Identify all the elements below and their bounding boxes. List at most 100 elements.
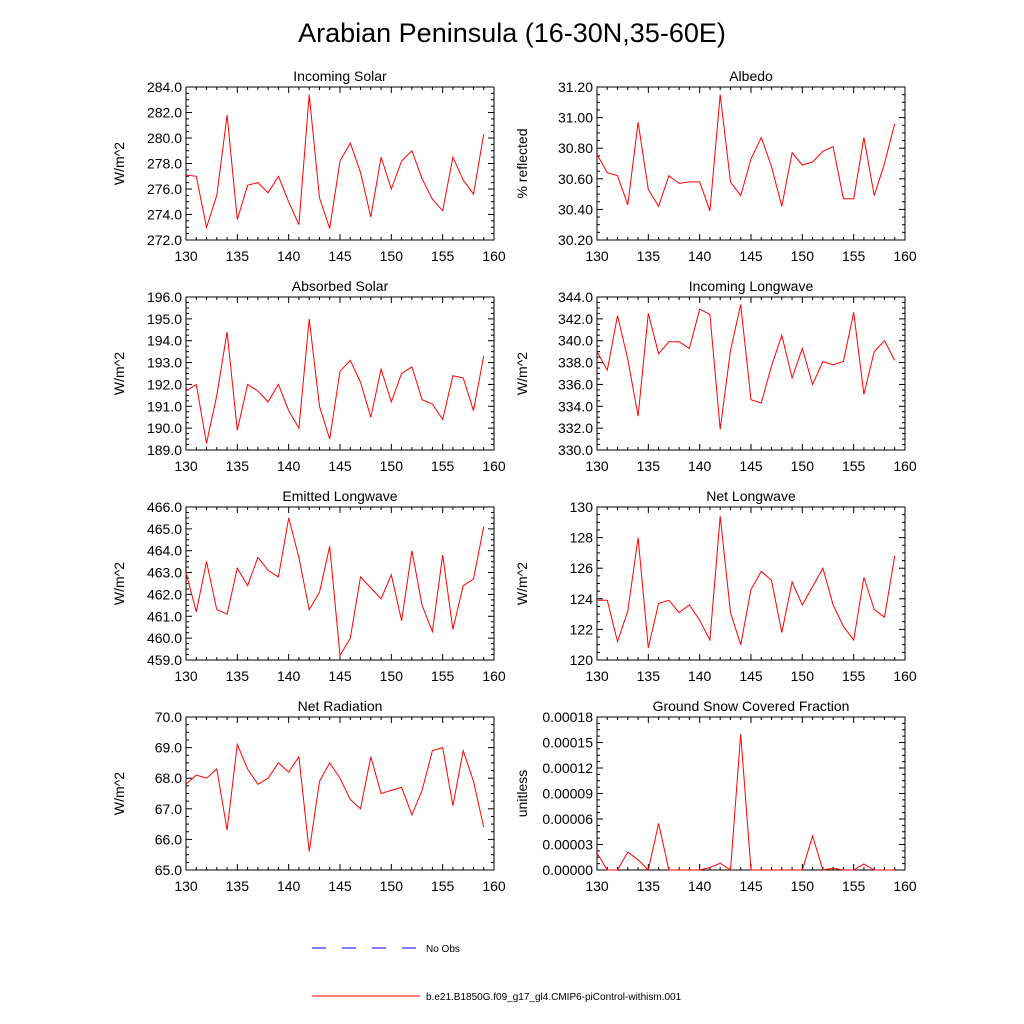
x-tick-label: 135	[226, 878, 250, 894]
y-tick-label: 272.0	[147, 232, 182, 248]
x-tick-label: 150	[791, 878, 815, 894]
x-tick-label: 160	[482, 668, 506, 684]
x-tick-label: 150	[791, 458, 815, 474]
plot-frame	[596, 86, 906, 241]
x-tick-label: 135	[637, 668, 661, 684]
x-tick-label: 130	[174, 668, 198, 684]
plot-frame	[185, 506, 495, 661]
y-tick-label: 276.0	[147, 181, 182, 197]
y-tick-label: 330.0	[558, 442, 593, 458]
x-tick-label: 155	[431, 878, 455, 894]
x-tick-label: 145	[739, 248, 763, 264]
x-tick-label: 145	[739, 878, 763, 894]
chart-panel-7: Ground Snow Covered Fraction 130 135 140 145…	[514, 698, 917, 894]
y-tick-label: 460.0	[147, 630, 182, 646]
y-axis-label: W/m^2	[111, 142, 127, 185]
plot-frame	[596, 506, 906, 661]
y-tick-label: 334.0	[558, 398, 593, 414]
legend: No Obs b.e21.B1850G.f09_g17_gl4.CMIP6-pi…	[312, 944, 682, 1003]
x-tick-label: 150	[380, 668, 404, 684]
y-tick-label: 193.0	[147, 355, 182, 371]
chart-title: Net Longwave	[706, 488, 796, 504]
x-tick-label: 130	[174, 248, 198, 264]
x-tick-label: 150	[380, 878, 404, 894]
x-tick-label: 155	[842, 248, 866, 264]
y-tick-label: 0.00018	[542, 709, 593, 725]
y-tick-label: 128	[570, 530, 594, 546]
y-axis-label: W/m^2	[514, 562, 530, 605]
chart-title: Absorbed Solar	[292, 278, 389, 294]
series-line-0	[185, 517, 485, 658]
series-line-0	[596, 94, 896, 212]
legend-model-label: b.e21.B1850G.f09_g17_gl4.CMIP6-piControl…	[426, 992, 682, 1003]
y-axis-label: W/m^2	[111, 352, 127, 395]
plot-frame	[596, 716, 906, 871]
y-tick-label: 196.0	[147, 289, 182, 305]
y-tick-label: 67.0	[155, 801, 182, 817]
x-tick-label: 130	[585, 668, 609, 684]
x-tick-label: 150	[791, 668, 815, 684]
series-line-0	[185, 94, 485, 230]
y-tick-label: 464.0	[147, 543, 182, 559]
x-tick-label: 160	[482, 458, 506, 474]
y-tick-label: 466.0	[147, 499, 182, 515]
y-tick-label: 66.0	[155, 831, 182, 847]
x-tick-label: 150	[380, 248, 404, 264]
x-tick-label: 145	[328, 668, 352, 684]
y-tick-label: 194.0	[147, 333, 182, 349]
y-tick-label: 462.0	[147, 586, 182, 602]
x-tick-label: 135	[226, 248, 250, 264]
series-line-0	[185, 742, 485, 852]
plot-frame	[596, 296, 906, 451]
y-tick-label: 68.0	[155, 770, 182, 786]
x-tick-label: 130	[585, 248, 609, 264]
y-tick-label: 284.0	[147, 79, 182, 95]
y-tick-label: 30.60	[558, 171, 593, 187]
x-tick-label: 160	[482, 248, 506, 264]
x-tick-label: 155	[842, 458, 866, 474]
x-tick-label: 135	[226, 458, 250, 474]
y-tick-label: 465.0	[147, 521, 182, 537]
y-tick-label: 191.0	[147, 398, 182, 414]
x-tick-label: 130	[174, 878, 198, 894]
y-tick-label: 282.0	[147, 105, 182, 121]
x-tick-label: 135	[637, 458, 661, 474]
y-tick-label: 332.0	[558, 420, 593, 436]
x-tick-label: 130	[174, 458, 198, 474]
y-tick-label: 31.00	[558, 110, 593, 126]
x-tick-label: 135	[637, 248, 661, 264]
y-axis-label: % reflected	[514, 128, 530, 198]
y-tick-label: 126	[570, 560, 594, 576]
chart-panel-2: Absorbed Solar 130 135 140 145 150 155 160 189.0…	[111, 278, 506, 474]
x-tick-label: 140	[688, 668, 712, 684]
x-tick-label: 160	[893, 668, 917, 684]
chart-panel-6: Net Radiation 130 135 140 145 150 155 160 65.0 66…	[111, 698, 506, 894]
y-tick-label: 30.80	[558, 140, 593, 156]
chart-title: Incoming Solar	[293, 68, 387, 84]
y-tick-label: 0.00015	[542, 735, 593, 751]
x-tick-label: 150	[791, 248, 815, 264]
x-tick-label: 145	[328, 248, 352, 264]
x-tick-label: 155	[842, 878, 866, 894]
y-tick-label: 0.00009	[542, 786, 593, 802]
chart-title: Albedo	[729, 68, 773, 84]
y-tick-label: 30.20	[558, 232, 593, 248]
chart-title: Emitted Longwave	[282, 488, 397, 504]
y-tick-label: 338.0	[558, 355, 593, 371]
chart-panel-4: Emitted Longwave 130 135 140 145 150 155 160 459…	[111, 488, 506, 684]
y-tick-label: 190.0	[147, 420, 182, 436]
x-tick-label: 130	[585, 878, 609, 894]
y-tick-label: 274.0	[147, 207, 182, 223]
x-tick-label: 140	[688, 458, 712, 474]
y-tick-label: 0.00006	[542, 811, 593, 827]
figure-title: Arabian Peninsula (16-30N,35-60E)	[298, 18, 726, 48]
chart-panel-0: Incoming Solar 130 135 140 145 150 155 160 272.0…	[111, 68, 506, 264]
y-tick-label: 344.0	[558, 289, 593, 305]
chart-title: Ground Snow Covered Fraction	[653, 698, 850, 714]
y-axis-label: W/m^2	[514, 352, 530, 395]
x-tick-label: 160	[893, 458, 917, 474]
chart-title: Net Radiation	[298, 698, 383, 714]
x-tick-label: 140	[277, 458, 301, 474]
series-line-0	[597, 516, 896, 648]
